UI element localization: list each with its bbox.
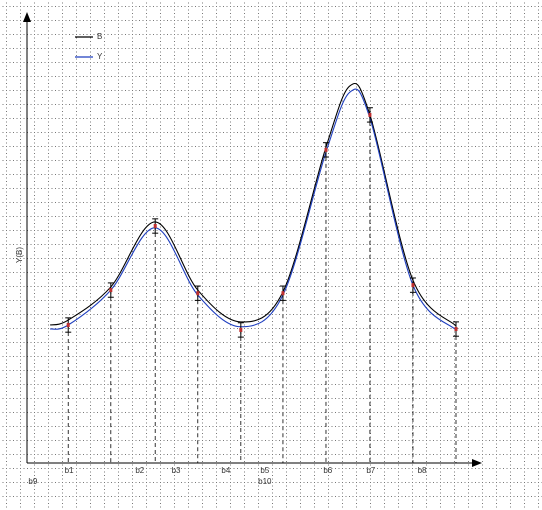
- data-point: [196, 291, 200, 296]
- x-label: b6: [323, 466, 332, 475]
- data-point: [239, 327, 243, 332]
- data-point: [324, 147, 328, 152]
- x-axis-arrow: [472, 459, 482, 467]
- data-point: [281, 291, 285, 296]
- x-label: b7: [366, 466, 375, 475]
- data-point: [153, 224, 157, 229]
- x-label: b1: [65, 466, 74, 475]
- data-point: [411, 283, 415, 288]
- x-label: b8: [418, 466, 427, 475]
- x-label: b5: [260, 466, 269, 475]
- data-point: [454, 327, 458, 332]
- y-axis-arrow: [23, 12, 31, 22]
- x-label: b4: [221, 466, 230, 475]
- y-axis-label: Y(B): [15, 247, 24, 263]
- x-label: b2: [135, 466, 144, 475]
- lower-label: b10: [258, 477, 272, 486]
- data-point: [109, 288, 113, 293]
- lower-label: b9: [28, 477, 37, 486]
- data-point: [66, 323, 70, 328]
- x-label: b3: [172, 466, 181, 475]
- legend-label: Y: [97, 52, 103, 61]
- legend-label: B: [97, 32, 102, 41]
- data-point: [368, 112, 372, 117]
